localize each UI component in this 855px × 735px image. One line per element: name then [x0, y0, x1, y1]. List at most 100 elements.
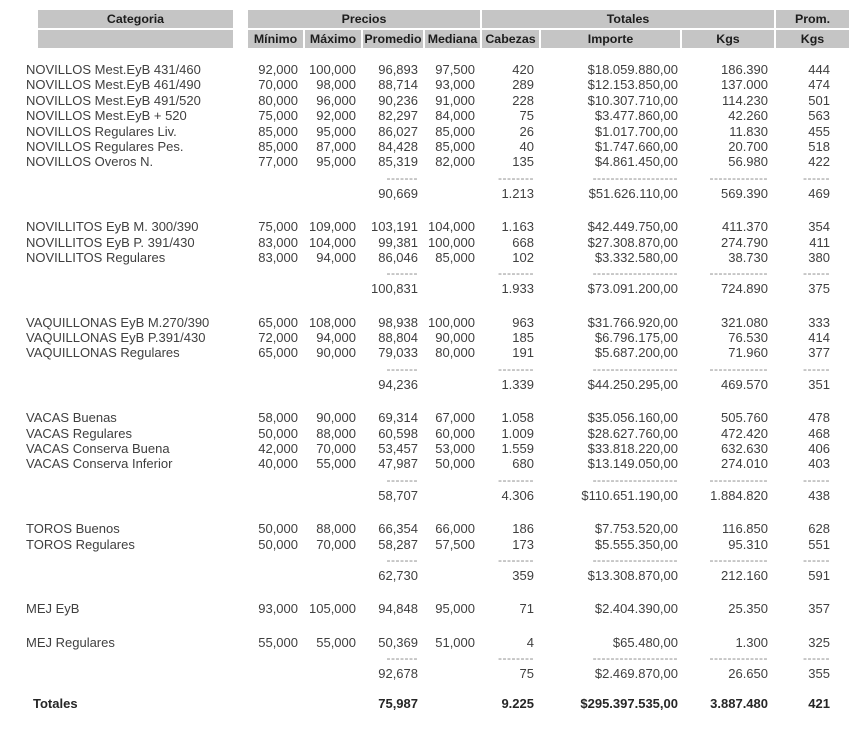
subtotal-prom-kgs: 351 — [808, 376, 830, 392]
subtotal-importe: $13.308.870,00 — [587, 567, 678, 583]
column-gap-spacer — [235, 235, 246, 250]
table-row: NOVILLOS Mest.EyB 461/490 70,000 98,000 88,… — [26, 77, 855, 92]
separator-kgs: ------------- — [709, 474, 768, 487]
block-gap — [26, 503, 855, 521]
cabezas-cell: 4 — [526, 634, 534, 650]
subtotal-promedio: 92,678 — [378, 666, 418, 682]
maximo-cell: 92,000 — [316, 108, 356, 124]
importe-cell: $2.404.390,00 — [594, 601, 678, 617]
promedio-cell: 88,714 — [378, 77, 418, 93]
table-row: VACAS Regulares 50,000 88,000 60,598 60,000 1… — [26, 426, 855, 441]
maximo-cell: 96,000 — [316, 92, 356, 108]
prom-kgs-cell: 563 — [808, 108, 830, 124]
importe-cell: $1.017.700,00 — [594, 123, 678, 139]
subtotal-separator-row: ------- -------- ------------------- ------… — [26, 653, 855, 666]
separator-promedio: ------- — [386, 268, 418, 281]
category-cell: VACAS Conserva Inferior — [26, 456, 173, 472]
category-cell: NOVILLITOS Regulares — [26, 249, 166, 265]
mediana-cell: 85,000 — [435, 138, 475, 154]
kgs-cell: 38.730 — [728, 249, 768, 265]
minimo-cell: 42,000 — [258, 441, 298, 457]
promedio-cell: 94,848 — [378, 601, 418, 617]
category-cell: VAQUILLONAS EyB P.391/430 — [26, 330, 206, 346]
separator-cabezas: -------- — [498, 554, 534, 567]
subtotal-separator-row: ------- -------- ------------------- ------… — [26, 475, 855, 488]
mediana-cell: 85,000 — [435, 123, 475, 139]
separator-cabezas: -------- — [498, 653, 534, 666]
grand-total-label: Totales — [33, 695, 78, 711]
prom-kgs-cell: 354 — [808, 219, 830, 235]
subtotal-prom-kgs: 469 — [808, 185, 830, 201]
mediana-cell: 95,000 — [435, 601, 475, 617]
kgs-cell: 186.390 — [721, 62, 768, 77]
promedio-cell: 47,987 — [378, 456, 418, 472]
maximo-cell: 88,000 — [316, 521, 356, 537]
mediana-cell: 53,000 — [435, 441, 475, 457]
prom-kgs-cell: 468 — [808, 425, 830, 441]
cabezas-cell: 289 — [512, 77, 534, 93]
prom-kgs-cell: 551 — [808, 536, 830, 552]
subtotal-prom-kgs: 438 — [808, 487, 830, 503]
maximo-cell: 55,000 — [316, 634, 356, 650]
category-cell: VAQUILLONAS EyB M.270/390 — [26, 314, 210, 330]
separator-kgs: ------------- — [709, 172, 768, 185]
minimo-cell: 85,000 — [258, 123, 298, 139]
separator-promedio: ------- — [386, 554, 418, 567]
maximo-cell: 105,000 — [309, 601, 356, 617]
column-gap-spacer — [235, 108, 246, 123]
promedio-cell: 53,457 — [378, 441, 418, 457]
importe-cell: $18.059.880,00 — [587, 62, 678, 77]
grand-total-kgs: 3.887.480 — [710, 695, 768, 711]
subtotal-separator-row: ------- -------- ------------------- ------… — [26, 364, 855, 377]
cabezas-cell: 135 — [512, 154, 534, 170]
minimo-cell: 92,000 — [258, 62, 298, 77]
promedio-cell: 103,191 — [371, 219, 418, 235]
category-cell: NOVILLITOS EyB P. 391/430 — [26, 234, 195, 250]
kgs-cell: 20.700 — [728, 138, 768, 154]
col-group-totales: Totales — [482, 10, 774, 28]
subtotal-cabezas: 75 — [519, 666, 534, 682]
promedio-cell: 96,893 — [378, 62, 418, 77]
table-row: NOVILLITOS Regulares 83,000 94,000 86,046 85… — [26, 250, 855, 265]
column-gap-spacer — [235, 219, 246, 234]
table-row: NOVILLOS Regulares Pes. 85,000 87,000 84,42… — [26, 139, 855, 154]
subtotal-kgs: 1.884.820 — [710, 487, 768, 503]
maximo-cell: 55,000 — [316, 456, 356, 472]
cabezas-cell: 963 — [512, 314, 534, 330]
mediana-cell: 100,000 — [428, 234, 475, 250]
category-cell: NOVILLOS Regulares Liv. — [26, 123, 177, 139]
grand-total-prom-kgs: 421 — [808, 695, 830, 711]
column-gap-spacer — [235, 315, 246, 330]
prom-kgs-cell: 518 — [808, 138, 830, 154]
subtotal-promedio: 90,669 — [378, 185, 418, 201]
importe-cell: $27.308.870,00 — [587, 234, 678, 250]
minimo-cell: 85,000 — [258, 138, 298, 154]
subtotal-row: 94,236 1.339 $44.250.295,00 469.570 351 — [26, 377, 855, 392]
promedio-cell: 60,598 — [378, 425, 418, 441]
kgs-cell: 11.830 — [729, 123, 768, 139]
subtotal-kgs: 724.890 — [721, 281, 768, 297]
minimo-cell: 58,000 — [258, 410, 298, 426]
maximo-cell: 104,000 — [309, 234, 356, 250]
category-cell: NOVILLOS Overos N. — [26, 154, 154, 170]
category-cell: MEJ EyB — [26, 601, 80, 617]
separator-promedio: ------- — [386, 363, 418, 376]
table-row: MEJ EyB 93,000 105,000 94,848 95,000 71 $2.404… — [26, 601, 855, 616]
cabezas-cell: 680 — [512, 456, 534, 472]
separator-kgs: ------------- — [709, 363, 768, 376]
kgs-cell: 472.420 — [721, 425, 768, 441]
grand-total-minimo — [248, 696, 303, 712]
importe-cell: $6.796.175,00 — [594, 330, 678, 346]
mediana-cell: 51,000 — [435, 634, 475, 650]
promedio-cell: 88,804 — [378, 330, 418, 346]
importe-cell: $12.153.850,00 — [587, 77, 678, 93]
importe-cell: $31.766.920,00 — [587, 314, 678, 330]
grand-total-cabezas: 9.225 — [501, 695, 534, 711]
importe-cell: $42.449.750,00 — [587, 219, 678, 235]
table-row: TOROS Buenos 50,000 88,000 66,354 66,000 186 $… — [26, 521, 855, 536]
importe-cell: $35.056.160,00 — [587, 410, 678, 426]
subtotal-importe: $51.626.110,00 — [588, 185, 678, 201]
category-cell: VACAS Regulares — [26, 425, 132, 441]
minimo-cell: 65,000 — [258, 314, 298, 330]
col-header-prom-kgs: Kgs — [776, 30, 849, 48]
